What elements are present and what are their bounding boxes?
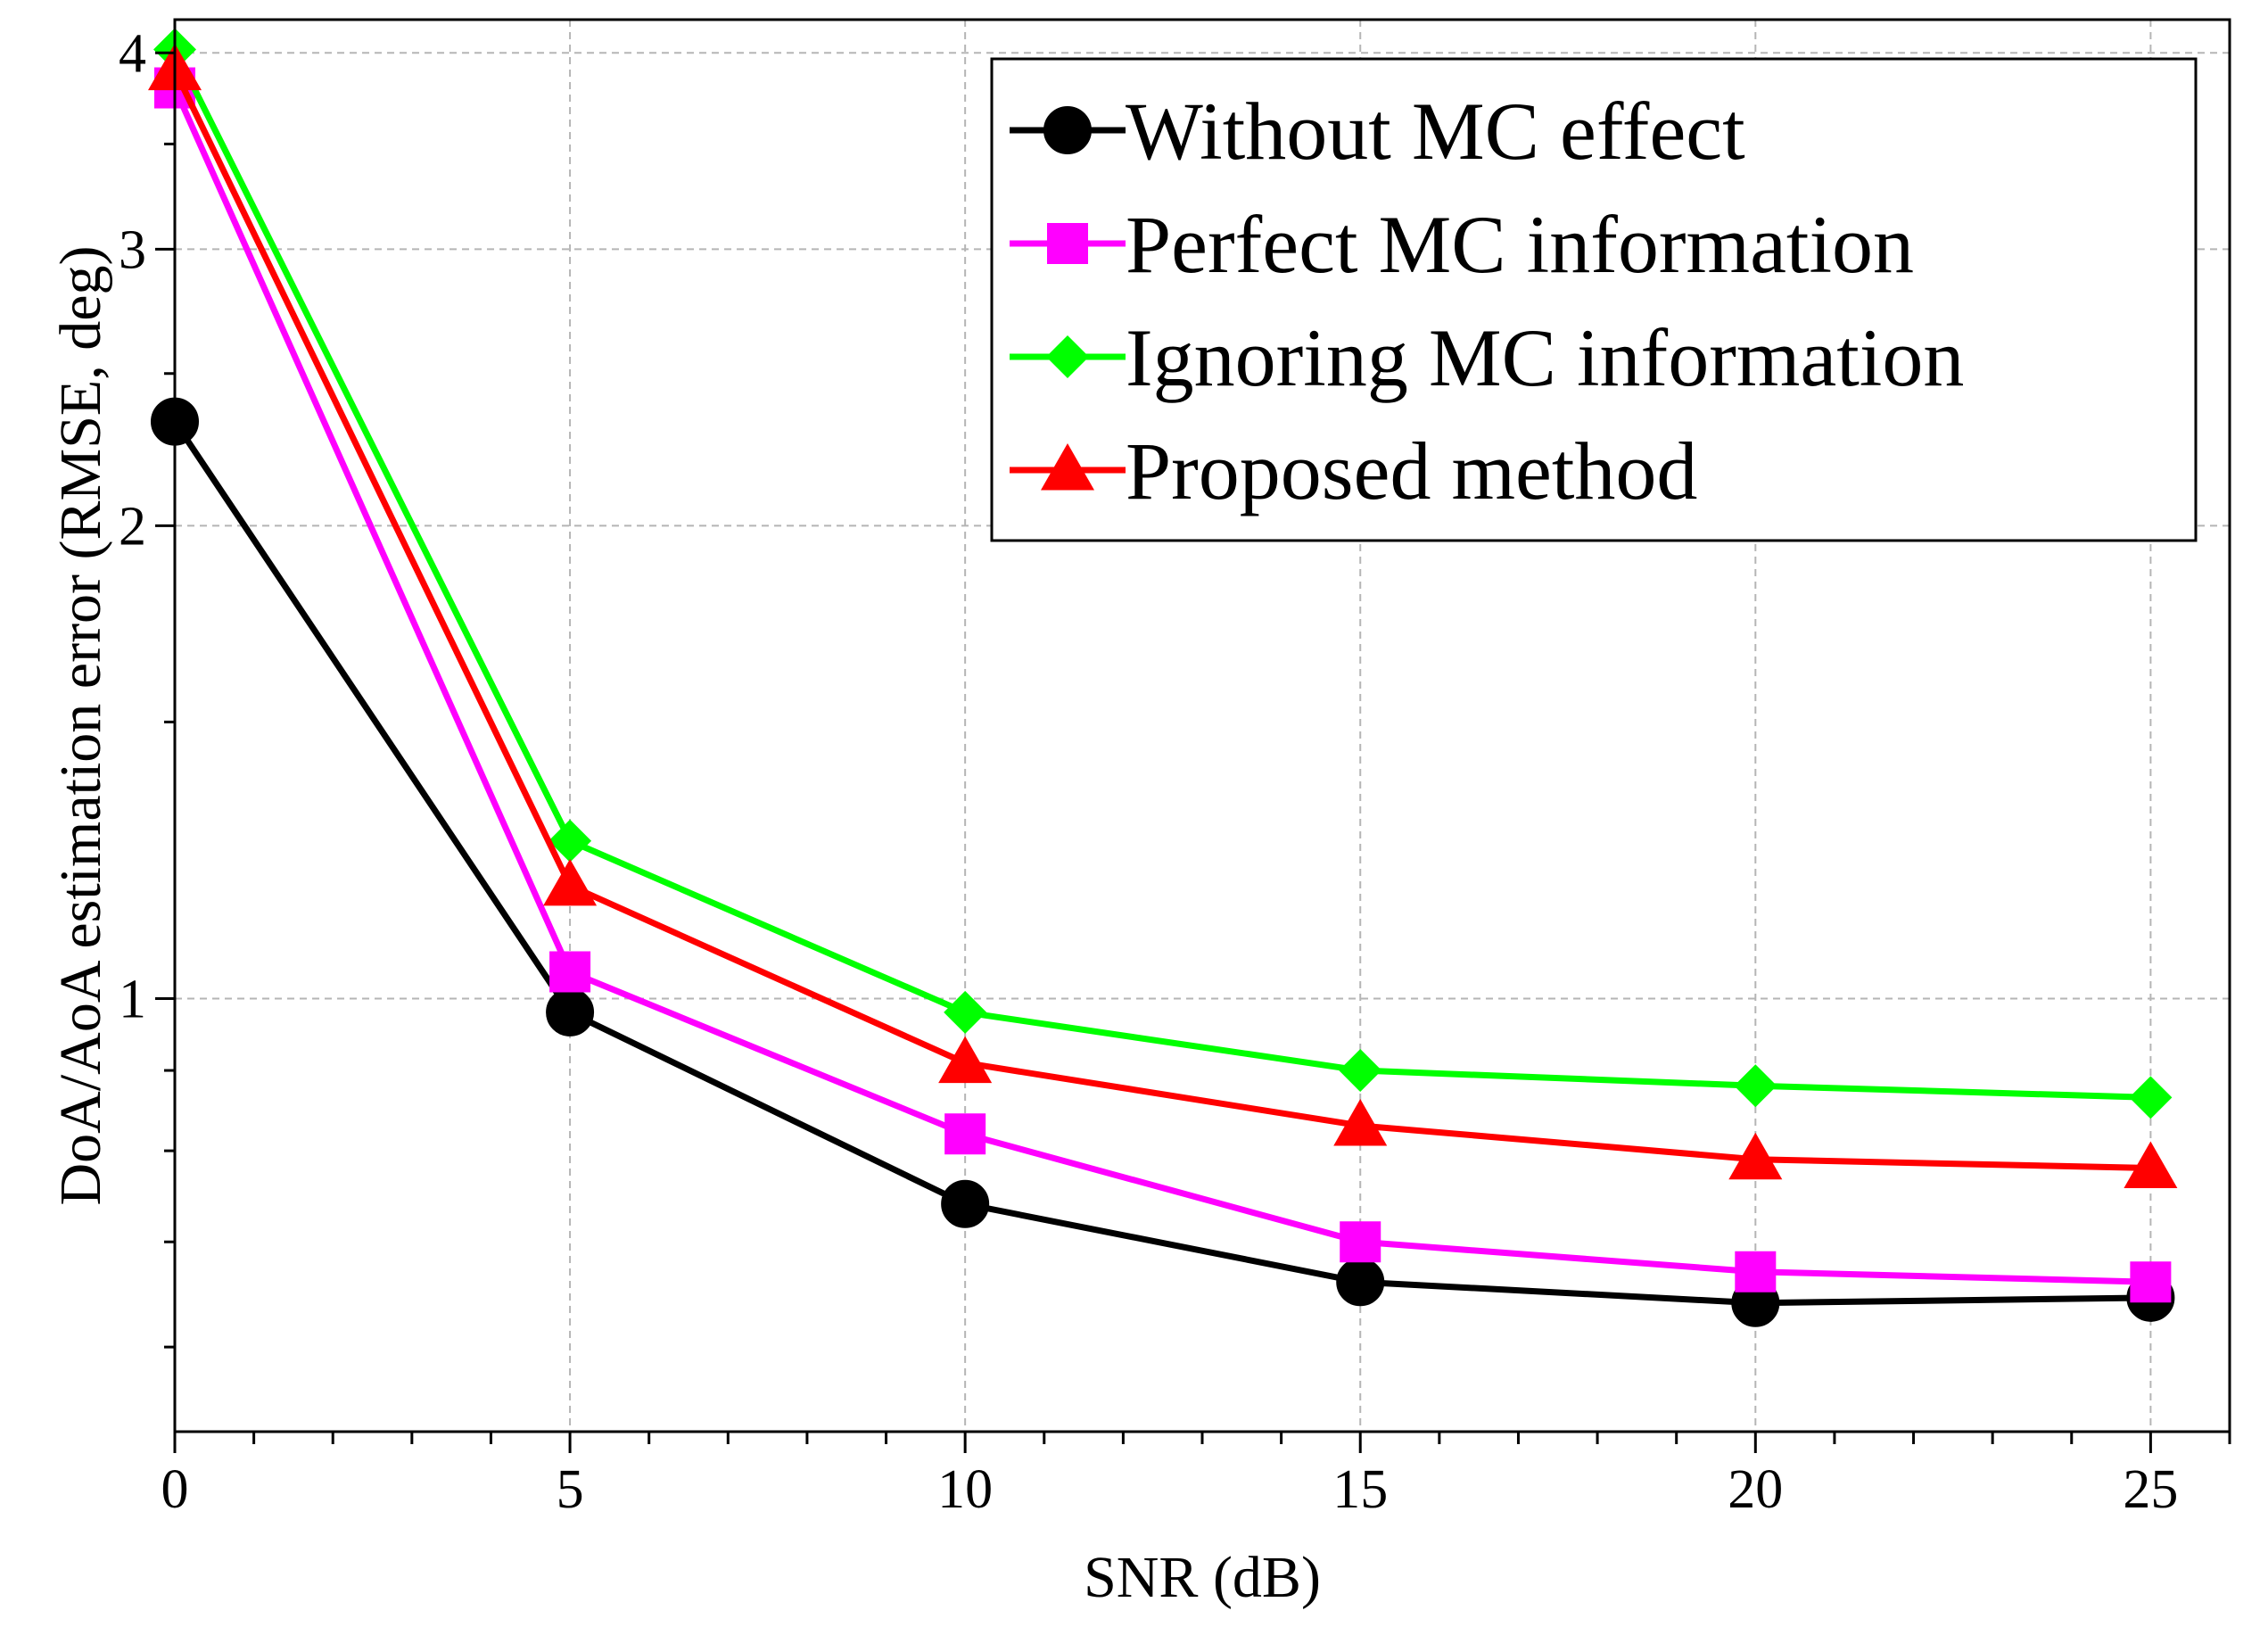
data-point [1339,1049,1382,1093]
series-line [171,69,2151,1171]
series-line [172,419,2151,1307]
legend-entry: Proposed method [1010,425,1697,516]
data-point [1728,1132,1783,1180]
legend-marker [1046,335,1089,378]
legend-marker [1041,443,1094,491]
legend-label: Perfect MC information [1126,199,1914,290]
series-layer [148,28,2178,1327]
data-point [944,1113,986,1155]
data-point [546,987,595,1036]
series-line [171,47,2151,1101]
series-2 [153,28,2173,1119]
data-point [1336,1258,1385,1307]
x-axis-label: SNR (dB) [1084,1545,1321,1610]
data-point [1735,1251,1777,1293]
x-tick-label: 15 [1332,1459,1388,1520]
data-point [2129,1076,2173,1119]
legend-entry: Ignoring MC information [1010,312,1964,403]
x-tick-label: 0 [161,1459,189,1520]
x-tick-label: 25 [2123,1459,2178,1520]
legend-entry: Perfect MC information [1010,199,1914,290]
data-point [548,819,592,863]
legend-label: Proposed method [1126,425,1697,516]
y-tick-label: 1 [119,969,146,1029]
legend-label: Ignoring MC information [1126,312,1964,403]
ticks: 0 5 10 15 20 25 1 2 3 4 [119,23,2231,1520]
data-point [941,1179,990,1228]
data-point [1340,1221,1381,1263]
data-point [1333,1098,1388,1146]
x-tick-label: 10 [937,1459,993,1520]
legend-marker [1043,106,1092,154]
legend-box [990,57,2198,542]
x-tick-label: 20 [1728,1459,1783,1520]
y-tick-label: 4 [119,23,146,84]
series-line [171,87,2151,1285]
legend-label: Without MC effect [1126,86,1745,177]
data-point [944,990,987,1034]
y-axis-label: DoA/AoA estimation error (RMSE, deg) [48,245,113,1205]
data-point [549,951,591,993]
data-point [543,858,598,906]
legend-entry: Without MC effect [1010,86,1745,177]
legend: Without MC effect Perfect MC information I… [990,57,2198,542]
x-tick-label: 5 [557,1459,584,1520]
data-point [938,1036,993,1084]
y-tick-label: 3 [119,219,146,280]
data-point [2130,1261,2172,1303]
legend-marker [1047,223,1088,264]
data-point [1734,1064,1777,1108]
y-tick-label: 2 [119,496,146,557]
data-point [2124,1141,2178,1188]
series-3 [148,43,2178,1188]
